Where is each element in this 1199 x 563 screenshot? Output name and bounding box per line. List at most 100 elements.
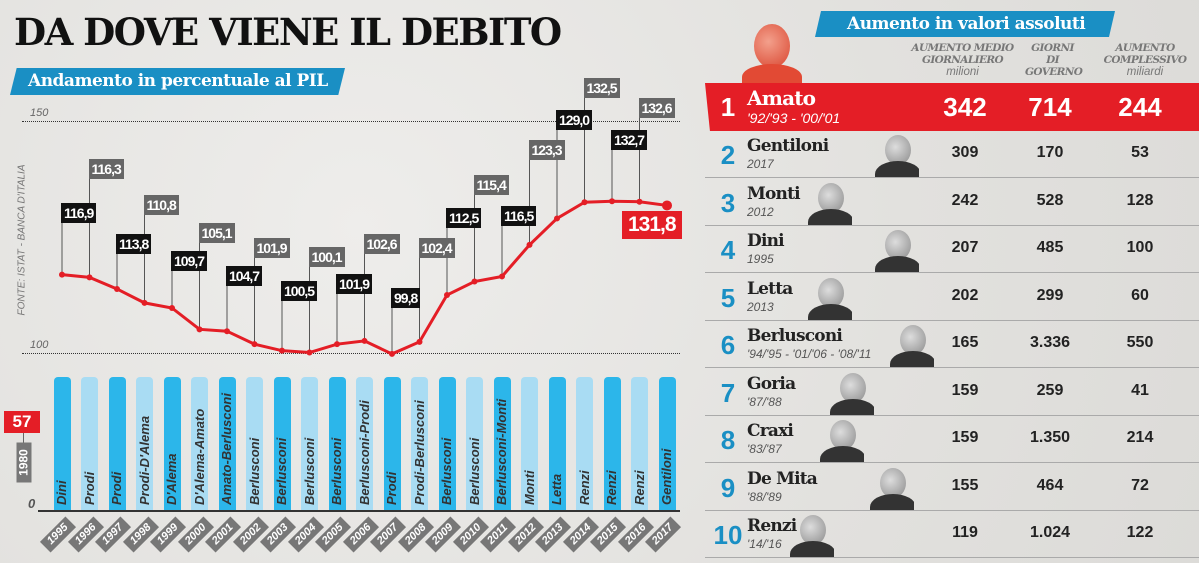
value-label-2012: 123,3 bbox=[528, 140, 565, 160]
cell-period: '14/'16 bbox=[747, 537, 782, 551]
cell-period: 2017 bbox=[747, 157, 774, 171]
cell-rank: 4 bbox=[720, 235, 736, 265]
cell-period: '88/'89 bbox=[747, 489, 782, 504]
government-label: D'Alema bbox=[164, 453, 179, 506]
portrait-photo bbox=[820, 416, 864, 462]
zero-label: 0 bbox=[28, 496, 36, 511]
cell-period: 2012 bbox=[747, 204, 774, 219]
table-row: 10 Renzi '14/'16 119 1.024 122 bbox=[705, 511, 1199, 558]
government-label: Amato-Berlusconi bbox=[219, 393, 234, 505]
value-label-2003: 100,5 bbox=[281, 281, 318, 301]
government-label: Prodi-Berlusconi bbox=[411, 400, 427, 505]
cell-period: '92/'93 - '00/'01 bbox=[747, 110, 841, 126]
bar-1996 bbox=[81, 377, 98, 510]
data-point-2017 bbox=[662, 200, 672, 211]
cell-period: 1995 bbox=[747, 252, 774, 266]
value-label-1998: 110,8 bbox=[143, 195, 179, 215]
bar-2003 bbox=[273, 377, 291, 510]
government-label: Letta bbox=[549, 473, 564, 505]
value-label-2001: 104,7 bbox=[226, 266, 263, 286]
data-point-2010 bbox=[471, 278, 478, 285]
data-point-2015 bbox=[609, 198, 615, 205]
data-point-1997 bbox=[114, 285, 120, 292]
cell-days: 1.350 bbox=[1029, 429, 1071, 446]
cell-days: 299 bbox=[1036, 286, 1064, 304]
x-axis-baseline bbox=[38, 510, 680, 512]
line-chart bbox=[59, 98, 672, 357]
value-label-2002: 101,9 bbox=[253, 238, 290, 258]
value-label-2016: 132,6 bbox=[638, 98, 675, 118]
value-label-2004: 100,1 bbox=[308, 247, 345, 267]
cell-total: 41 bbox=[1131, 381, 1149, 399]
cell-days: 1.024 bbox=[1029, 524, 1071, 541]
table-row: 9 De Mita '88/'89 155 464 72 bbox=[705, 464, 1199, 511]
value-label-2017: 131,8 bbox=[622, 211, 682, 239]
table-row: 1 Amato '92/'93 - '00/'01 342 714 244 bbox=[705, 83, 1199, 131]
cell-daily: 207 bbox=[951, 239, 979, 256]
cell-total: 122 bbox=[1126, 524, 1154, 541]
cell-rank: 6 bbox=[720, 330, 736, 360]
data-point-2002 bbox=[251, 341, 258, 348]
data-point-2003 bbox=[279, 347, 285, 354]
bar-2012 bbox=[521, 377, 538, 510]
cell-daily: 342 bbox=[943, 92, 987, 122]
portrait-photo bbox=[890, 321, 934, 367]
data-point-2016 bbox=[636, 198, 643, 205]
value-label-2005: 101,9 bbox=[336, 274, 373, 294]
data-point-1999 bbox=[169, 304, 175, 311]
portrait-photo bbox=[790, 511, 834, 557]
y-tick-100: 100 bbox=[30, 339, 49, 351]
cell-total: 244 bbox=[1118, 92, 1162, 122]
bar-2008 bbox=[411, 377, 428, 510]
data-point-2013 bbox=[554, 215, 560, 222]
cell-rank: 5 bbox=[720, 282, 736, 313]
government-label: Renzi bbox=[604, 470, 619, 505]
cell-name: Amato bbox=[747, 86, 816, 110]
data-point-2007 bbox=[389, 350, 395, 357]
value-label-2000: 105,1 bbox=[198, 223, 235, 243]
table-row: 8 Craxi '83/'87 159 1.350 214 bbox=[705, 416, 1199, 463]
cell-daily: 202 bbox=[951, 286, 979, 304]
cell-rank: 1 bbox=[720, 92, 736, 122]
bar-2013 bbox=[548, 377, 566, 510]
value-label-1995: 116,9 bbox=[61, 203, 97, 223]
government-label: Prodi bbox=[109, 471, 124, 505]
data-point-2008 bbox=[416, 338, 423, 345]
cell-name: Goria bbox=[747, 373, 796, 394]
government-label: Gentiloni bbox=[659, 448, 674, 505]
bar-2017 bbox=[658, 377, 676, 510]
cell-name: De Mita bbox=[747, 468, 818, 489]
portrait-photo bbox=[875, 131, 919, 177]
government-label: Berlusconi bbox=[439, 437, 454, 505]
header-days: GIORNI DI GOVERNO bbox=[1025, 42, 1083, 78]
cell-rank: 2 bbox=[720, 140, 736, 170]
bar-1995 bbox=[53, 377, 71, 510]
bar-2005 bbox=[328, 377, 346, 510]
header-daily-unit: milioni bbox=[946, 66, 979, 78]
cell-days: 170 bbox=[1036, 144, 1064, 161]
cell-rank: 3 bbox=[720, 187, 736, 218]
bar-2009 bbox=[438, 377, 456, 510]
government-label: Renzi bbox=[631, 470, 647, 505]
government-label: Berlusconi bbox=[274, 437, 289, 505]
data-point-2005 bbox=[334, 341, 340, 348]
cell-daily: 159 bbox=[951, 429, 979, 446]
bar-1999 bbox=[163, 377, 181, 510]
cell-days: 464 bbox=[1036, 476, 1064, 494]
bar-2000 bbox=[191, 377, 208, 510]
table-row: 2 Gentiloni 2017 309 170 53 bbox=[705, 131, 1199, 178]
government-label: Renzi bbox=[576, 470, 592, 505]
portrait-photo bbox=[870, 464, 914, 510]
data-point-2001 bbox=[224, 328, 230, 335]
government-label: Berlusconi bbox=[301, 437, 317, 505]
cell-name: Monti bbox=[747, 183, 801, 204]
cell-daily: 159 bbox=[951, 381, 979, 399]
cell-rank: 9 bbox=[720, 472, 736, 503]
cell-total: 60 bbox=[1131, 286, 1149, 304]
header-daily: AUMENTO MEDIO GIORNALIERO milioni bbox=[900, 42, 1025, 78]
value-label-2014: 132,5 bbox=[583, 78, 620, 98]
portrait-photo bbox=[830, 369, 874, 415]
cell-days: 485 bbox=[1036, 239, 1064, 256]
table-row: 7 Goria '87/'88 159 259 41 bbox=[705, 369, 1199, 416]
table-row: 3 Monti 2012 242 528 128 bbox=[705, 179, 1199, 226]
